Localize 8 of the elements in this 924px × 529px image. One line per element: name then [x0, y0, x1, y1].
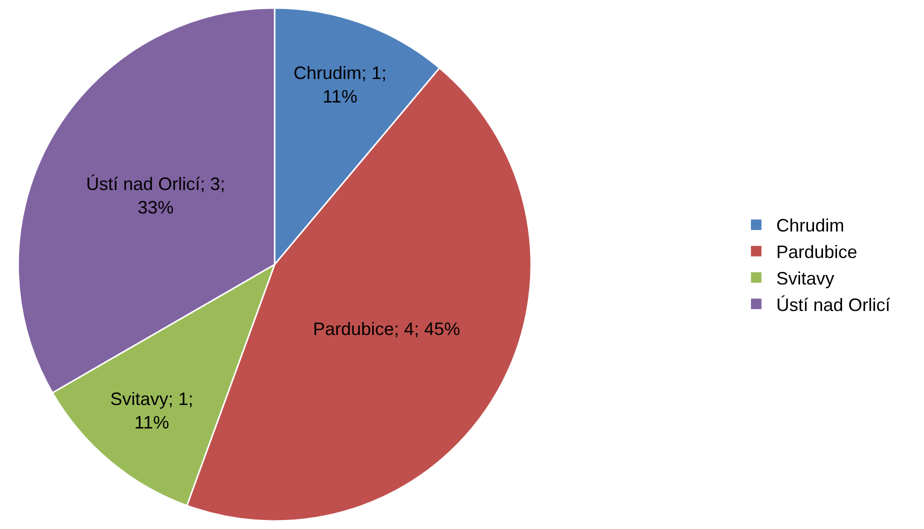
data-label: Chrudim; 1; 11%	[293, 63, 387, 107]
legend-label: Svitavy	[776, 268, 834, 289]
data-label: Ústí nad Orlicí; 3; 33%	[86, 174, 226, 218]
legend-label: Ústí nad Orlicí	[776, 294, 890, 315]
legend-label: Chrudim	[776, 216, 844, 236]
legend-label: Pardubice	[776, 242, 858, 262]
data-label: Pardubice; 4; 45%	[313, 319, 460, 340]
data-label: Svitavy; 1; 11%	[110, 389, 194, 433]
